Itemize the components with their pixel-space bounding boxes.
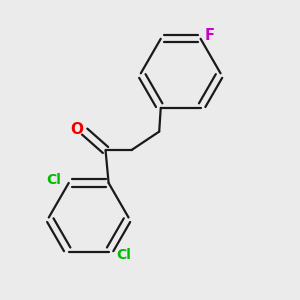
Text: F: F [205,28,215,43]
Text: O: O [70,122,83,136]
Text: Cl: Cl [46,173,62,188]
Text: Cl: Cl [116,248,131,262]
